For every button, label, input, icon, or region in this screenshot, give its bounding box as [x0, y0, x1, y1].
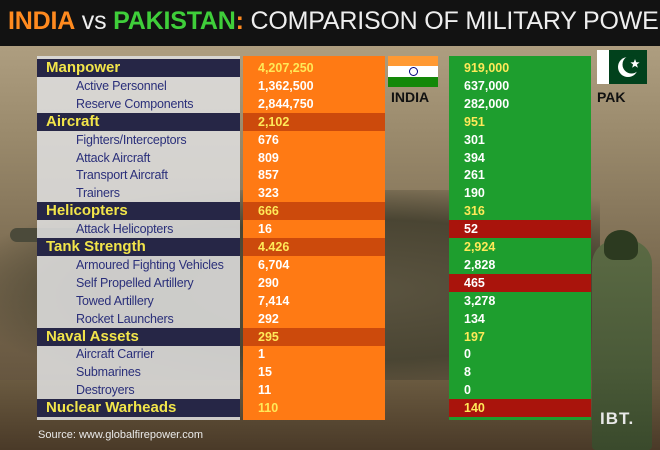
pakistan-column — [449, 56, 591, 420]
pakistan-value: 197 — [464, 330, 485, 344]
row-label: Trainers — [76, 186, 120, 200]
india-flag-icon — [388, 56, 438, 87]
pakistan-value: 52 — [464, 222, 478, 236]
soldier-figure — [592, 240, 652, 450]
india-value: 2,844,750 — [258, 97, 314, 111]
ibt-logo: IBT. — [600, 409, 635, 428]
row-label: Destroyers — [76, 383, 135, 397]
pakistan-value: 0 — [464, 347, 471, 361]
india-value: 323 — [258, 186, 279, 200]
pakistan-value: 2,828 — [464, 258, 496, 272]
pakistan-column-label: PAK — [597, 89, 626, 105]
category-label: Manpower — [46, 59, 121, 76]
pakistan-value: 316 — [464, 204, 485, 218]
pakistan-value: 394 — [464, 151, 485, 165]
row-label: Towed Artillery — [76, 294, 154, 308]
india-value: 4.426 — [258, 240, 290, 254]
chart-title: INDIA vs PAKISTAN: COMPARISON OF MILITAR… — [8, 7, 660, 36]
row-label: Armoured Fighting Vehicles — [76, 258, 224, 272]
pakistan-value: 8 — [464, 365, 471, 379]
row-label: Reserve Components — [76, 97, 194, 111]
row-label: Attack Aircraft — [76, 151, 151, 165]
india-value: 4,207,250 — [258, 61, 314, 75]
title-india: INDIA — [8, 7, 76, 35]
category-label: Nuclear Warheads — [46, 399, 177, 416]
category-label: Helicopters — [46, 202, 128, 219]
india-value: 11 — [258, 383, 272, 397]
category-row-background — [37, 59, 240, 77]
india-column-label: INDIA — [391, 89, 430, 105]
row-label: Attack Helicopters — [76, 222, 174, 236]
pakistan-value: 3,278 — [464, 294, 496, 308]
title-colon: : — [235, 7, 244, 35]
india-value: 7,414 — [258, 294, 290, 308]
india-highlight-cell — [243, 113, 385, 131]
pakistan-value: 190 — [464, 186, 485, 200]
category-label: Naval Assets — [46, 328, 139, 345]
pakistan-value: 951 — [464, 115, 485, 129]
pakistan-highlight-cell — [449, 399, 591, 417]
row-label: Aircraft Carrier — [76, 347, 155, 361]
row-label: Fighters/Interceptors — [76, 133, 187, 147]
pakistan-value: 637,000 — [464, 79, 510, 93]
india-value: 290 — [258, 276, 279, 290]
india-value: 15 — [258, 365, 272, 379]
india-value: 676 — [258, 133, 279, 147]
title-bar: INDIA vs PAKISTAN: COMPARISON OF MILITAR… — [0, 0, 660, 46]
category-row-background — [37, 202, 240, 220]
pakistan-value: 2,924 — [464, 240, 496, 254]
india-value: 6,704 — [258, 258, 290, 272]
india-value: 292 — [258, 312, 279, 326]
row-label: Transport Aircraft — [76, 168, 168, 182]
pakistan-value: 261 — [464, 168, 485, 182]
india-value: 1 — [258, 347, 265, 361]
india-highlight-cell — [243, 238, 385, 256]
india-value: 809 — [258, 151, 279, 165]
category-row-background — [37, 238, 240, 256]
india-value: 2,102 — [258, 115, 290, 129]
pakistan-value: 134 — [464, 312, 485, 326]
pakistan-value: 465 — [464, 276, 485, 290]
title-vs: vs — [75, 7, 114, 35]
row-label: Rocket Launchers — [76, 312, 174, 326]
india-highlight-cell — [243, 328, 385, 346]
pakistan-value: 282,000 — [464, 97, 510, 111]
india-value: 110 — [258, 401, 279, 415]
row-label: Active Personnel — [76, 79, 167, 93]
title-rest: COMPARISON OF MILITARY POWER — [243, 7, 660, 35]
source-note: Source: www.globalfirepower.com — [38, 429, 204, 441]
pakistan-value: 140 — [464, 401, 485, 415]
pakistan-highlight-cell — [449, 220, 591, 238]
category-label: Tank Strength — [46, 238, 146, 255]
pakistan-flag-icon — [597, 50, 647, 84]
india-value: 666 — [258, 204, 279, 218]
title-pakistan: PAKISTAN — [113, 7, 236, 35]
india-highlight-cell — [243, 202, 385, 220]
category-row-background — [37, 328, 240, 346]
pakistan-value: 0 — [464, 383, 471, 397]
pakistan-highlight-cell — [449, 274, 591, 292]
category-row-background — [37, 399, 240, 417]
category-row-background — [37, 113, 240, 131]
pakistan-value: 919,000 — [464, 61, 510, 75]
india-value: 1,362,500 — [258, 79, 314, 93]
soldier-helmet — [604, 230, 638, 260]
india-value: 295 — [258, 330, 279, 344]
category-label: Aircraft — [46, 113, 100, 130]
pakistan-value: 301 — [464, 133, 485, 147]
row-label: Self Propelled Artillery — [76, 276, 194, 290]
india-value: 16 — [258, 222, 272, 236]
india-value: 857 — [258, 168, 279, 182]
row-label: Submarines — [76, 365, 141, 379]
